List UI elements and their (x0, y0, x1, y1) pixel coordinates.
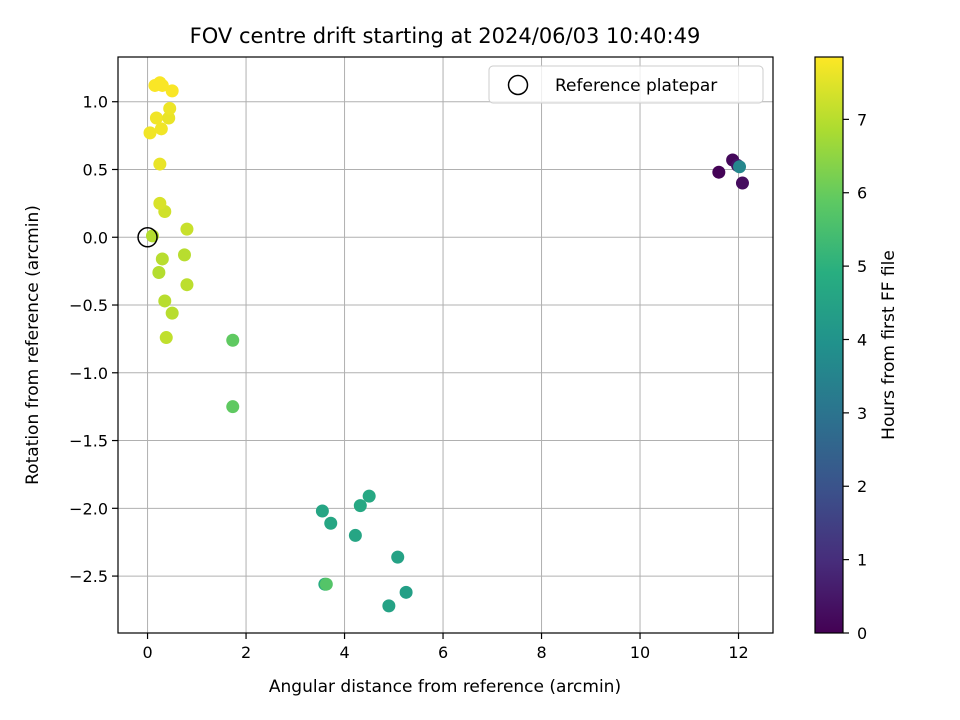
x-tick-label: 8 (536, 643, 546, 662)
data-point (382, 599, 396, 613)
data-point (152, 265, 166, 279)
data-point (180, 278, 194, 292)
data-point (143, 126, 157, 140)
x-axis-label: Angular distance from reference (arcmin) (269, 677, 621, 697)
colorbar (814, 56, 844, 634)
y-tick-label: −1.5 (69, 432, 108, 451)
data-point (362, 489, 376, 503)
legend-box (488, 65, 764, 104)
data-point (712, 165, 726, 179)
colorbar-tick-label: 7 (857, 110, 867, 129)
plot-frame (117, 56, 774, 634)
reference-platepar-marker (137, 227, 158, 248)
data-point (177, 248, 191, 262)
y-tick-label: −1.0 (69, 364, 108, 383)
data-point (165, 306, 179, 320)
plot-area (118, 57, 773, 633)
data-point (735, 176, 749, 190)
x-axis-ticks: 0 2 4 6 8 10 12 (142, 633, 749, 662)
data-point (153, 196, 167, 210)
colorbar-tick-label: 0 (857, 624, 867, 643)
y-axis-ticks: 1.0 0.5 0.0 −0.5 −1.0 −1.5 −2.0 −2.5 (69, 93, 118, 586)
grid-lines (118, 57, 773, 633)
data-point (353, 499, 367, 513)
data-point (180, 222, 194, 236)
x-tick-label: 12 (728, 643, 748, 662)
chart-title: FOV centre drift starting at 2024/06/03 … (190, 24, 701, 48)
data-point (155, 78, 169, 92)
x-tick-label: 6 (438, 643, 448, 662)
colorbar-tick-label: 1 (857, 551, 867, 570)
x-tick-label: 4 (339, 643, 349, 662)
colorbar-tick-label: 6 (857, 184, 867, 203)
y-tick-label: 0.5 (83, 160, 108, 179)
data-point (149, 111, 163, 125)
colorbar-tick-label: 2 (857, 477, 867, 496)
data-point (155, 252, 169, 266)
colorbar-tick-label: 5 (857, 257, 867, 276)
legend-open-circle-marker (507, 74, 529, 96)
data-point (324, 516, 338, 530)
data-point (315, 504, 329, 518)
x-tick-label: 10 (630, 643, 650, 662)
x-tick-label: 2 (241, 643, 251, 662)
colorbar-label: Hours from first FF file (879, 250, 899, 440)
colorbar-tick-label: 3 (857, 404, 867, 423)
y-tick-label: −2.0 (69, 499, 108, 518)
y-axis-label: Rotation from reference (arcmin) (23, 205, 43, 485)
colorbar-ticks: 0 1 2 3 4 5 6 7 (843, 110, 867, 643)
y-tick-label: −2.5 (69, 567, 108, 586)
data-point (162, 111, 176, 125)
reference-marker-layer (137, 227, 158, 248)
x-tick-label: 0 (142, 643, 152, 662)
data-point (319, 577, 333, 591)
colorbar-tick-label: 4 (857, 330, 867, 349)
y-tick-label: 1.0 (83, 93, 108, 112)
data-points (143, 76, 749, 613)
data-point (158, 294, 172, 308)
y-tick-label: −0.5 (69, 296, 108, 315)
data-point (226, 333, 240, 347)
data-point (159, 331, 173, 345)
y-tick-label: 0.0 (83, 228, 108, 247)
data-point (165, 84, 179, 98)
data-point (154, 122, 168, 136)
data-point (153, 157, 167, 171)
data-point (348, 528, 362, 542)
data-point (399, 585, 413, 599)
legend: Reference platepar (488, 65, 764, 104)
data-point (391, 550, 405, 564)
data-point (163, 102, 177, 116)
data-point (226, 400, 240, 414)
legend-entry-label: Reference platepar (555, 76, 717, 96)
data-point (733, 160, 747, 174)
